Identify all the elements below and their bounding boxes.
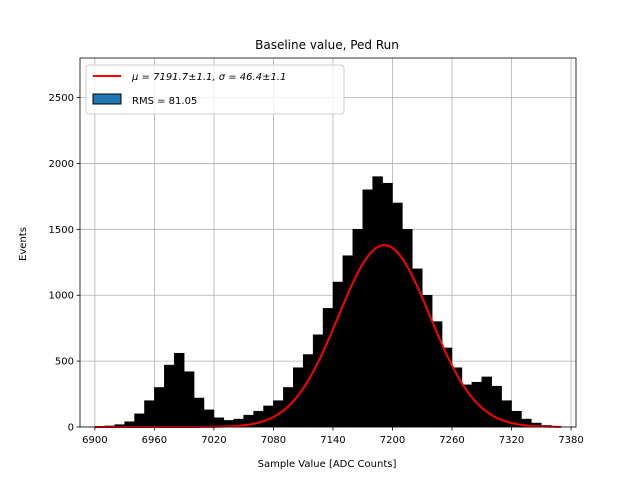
histogram-bar — [134, 413, 145, 428]
legend: μ = 7191.7±1.1, σ = 46.4±1.1 RMS = 81.05 — [85, 64, 345, 115]
histogram-bar — [431, 321, 443, 428]
chart-title: Baseline value, Ped Run — [255, 38, 399, 52]
y-tick-label: 1000 — [49, 291, 74, 302]
histogram-bar — [322, 308, 334, 428]
x-tick-label: 7320 — [499, 435, 524, 446]
histogram-bar — [471, 381, 483, 428]
y-axis-ticks: 0 500 1000 1500 2000 2500 — [49, 93, 80, 434]
legend-fit-label: μ = 7191.7±1.1, σ = 46.4±1.1 — [131, 72, 286, 83]
x-tick-label: 7200 — [380, 435, 405, 446]
y-tick-label: 2000 — [49, 159, 74, 170]
x-tick-label: 7020 — [201, 435, 226, 446]
histogram-bar — [421, 294, 433, 428]
histogram-bar — [372, 176, 383, 428]
histogram-bar — [402, 229, 413, 428]
histogram-bar — [382, 182, 393, 428]
x-axis-label: Sample Value [ADC Counts] — [258, 459, 397, 470]
legend-rms-label: RMS = 81.05 — [132, 96, 197, 107]
histogram-bar — [302, 354, 314, 428]
histogram-bars — [94, 176, 562, 428]
histogram-bar — [173, 352, 185, 428]
legend-box — [85, 64, 345, 115]
y-tick-label: 1500 — [49, 225, 74, 236]
histogram-bar — [312, 334, 324, 428]
histogram-bar — [213, 417, 225, 428]
y-tick-label: 500 — [55, 357, 74, 368]
plot-area: 6900 6960 7020 7080 7140 7200 7260 7320 7380 0 50… — [49, 57, 584, 446]
x-axis-ticks: 6900 6960 7020 7080 7140 7200 7260 7320 7380 — [82, 427, 584, 446]
histogram-bar — [392, 202, 403, 428]
x-tick-label: 7260 — [439, 435, 464, 446]
legend-rms-patch-swatch — [92, 93, 122, 105]
y-tick-label: 2500 — [49, 93, 74, 104]
histogram-bar — [164, 364, 175, 428]
histogram-bar — [441, 347, 453, 428]
axes-frame — [79, 57, 577, 428]
x-tick-label: 7380 — [558, 435, 583, 446]
histogram-bar — [183, 371, 195, 428]
histogram-bar — [352, 229, 363, 428]
y-axis-label: Events — [18, 227, 29, 261]
histogram-bar — [144, 400, 155, 428]
histogram-bar — [263, 405, 274, 428]
x-tick-label: 7080 — [261, 435, 286, 446]
histogram-bar — [253, 410, 264, 428]
histogram-bar — [481, 376, 492, 428]
y-tick-label: 0 — [68, 423, 74, 434]
x-tick-label: 7140 — [320, 435, 345, 446]
histogram-bar — [293, 367, 304, 428]
x-tick-label: 6960 — [142, 435, 167, 446]
histogram-bar — [193, 397, 205, 428]
x-tick-label: 6900 — [82, 435, 107, 446]
histogram-bar — [332, 281, 344, 428]
histogram-bar — [342, 255, 354, 428]
histogram-bar — [203, 409, 215, 428]
histogram-bar — [154, 387, 165, 428]
histogram-bar — [362, 189, 373, 428]
histogram-bar — [491, 385, 502, 428]
